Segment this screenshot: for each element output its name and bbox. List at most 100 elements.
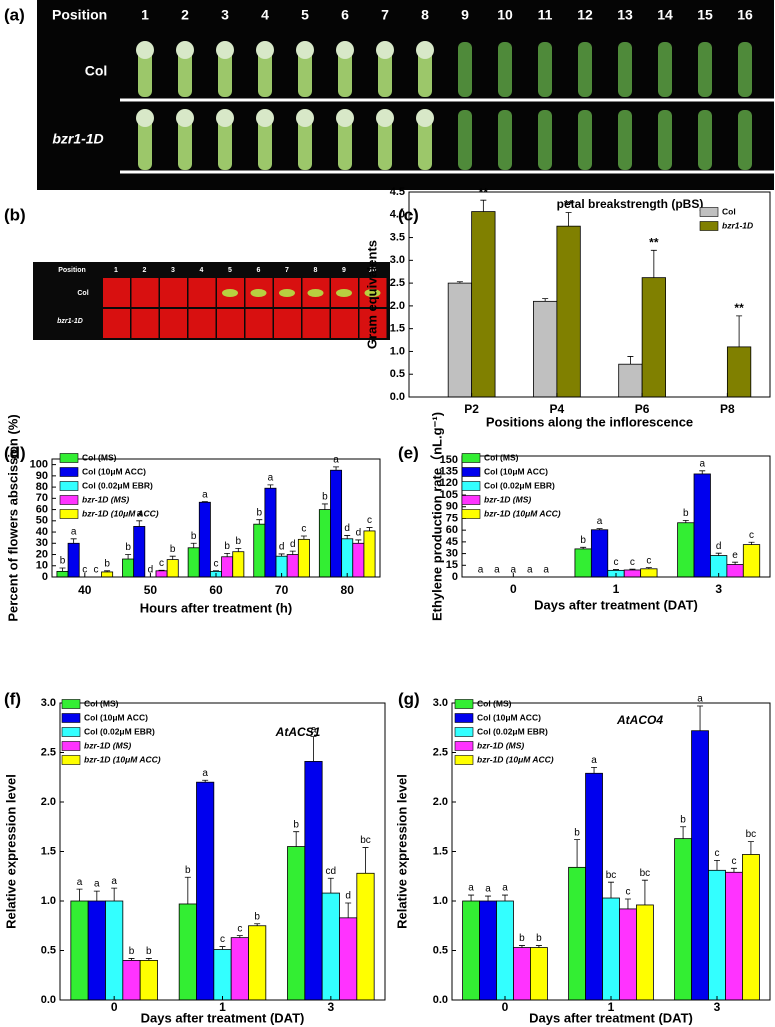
y-tick-label: 2.0 bbox=[433, 796, 448, 808]
row-label: bzr1-1D bbox=[57, 318, 83, 325]
legend-swatch bbox=[61, 755, 81, 765]
error-bar bbox=[278, 553, 285, 557]
legend-label: Col (0.02μM EBR) bbox=[84, 726, 155, 736]
error-bar bbox=[111, 887, 118, 901]
error-bar bbox=[321, 503, 328, 510]
significance-letter: b bbox=[683, 508, 689, 519]
photo-tile bbox=[131, 278, 159, 307]
legend-swatch bbox=[461, 467, 481, 477]
legend-label: bzr-1D (MS) bbox=[477, 740, 524, 750]
bar bbox=[619, 908, 637, 1001]
significance-letter: b bbox=[60, 556, 66, 567]
y-axis-label: Relative expression level bbox=[394, 774, 409, 929]
significance-letter: a bbox=[502, 883, 508, 894]
chart-title: AtACO4 bbox=[616, 713, 663, 727]
flower-petal bbox=[336, 41, 354, 59]
error-bar bbox=[93, 890, 100, 901]
bar bbox=[530, 947, 548, 1001]
abscission-zone bbox=[307, 289, 324, 297]
bar bbox=[105, 900, 124, 1001]
error-bar bbox=[613, 569, 619, 571]
bar bbox=[133, 526, 146, 578]
flower-petal bbox=[176, 109, 194, 127]
flower-photo bbox=[578, 42, 592, 97]
error-bar bbox=[580, 546, 587, 549]
position-label: 1 bbox=[141, 7, 149, 23]
legend-label: Col (0.02μM EBR) bbox=[477, 726, 548, 736]
x-tick-label: 50 bbox=[144, 583, 158, 597]
bar bbox=[726, 346, 752, 398]
position-label: 1 bbox=[114, 267, 118, 274]
significance-letter: a bbox=[111, 876, 117, 887]
y-tick-label: 1.0 bbox=[41, 895, 56, 907]
legend-swatch bbox=[59, 509, 79, 519]
y-tick-label: 70 bbox=[36, 492, 48, 504]
x-tick-label: 60 bbox=[209, 583, 223, 597]
bar bbox=[590, 529, 609, 578]
y-axis-label: Relative expression level bbox=[3, 774, 18, 929]
x-axis-label: Hours after treatment (h) bbox=[140, 600, 292, 615]
error-bar bbox=[574, 839, 581, 868]
legend-label: bzr-1D (10μM ACC) bbox=[84, 754, 161, 764]
position-label: 10 bbox=[369, 267, 377, 274]
legend-swatch bbox=[699, 221, 719, 231]
error-bar bbox=[310, 736, 317, 762]
y-tick-label: 2.5 bbox=[41, 746, 56, 758]
error-bar bbox=[344, 535, 351, 539]
bar bbox=[363, 530, 376, 578]
bar bbox=[318, 509, 331, 578]
photo-tile bbox=[331, 309, 358, 338]
error-bar bbox=[485, 895, 492, 901]
significance-letter: a bbox=[77, 877, 83, 888]
error-bar bbox=[213, 570, 219, 572]
bar bbox=[447, 282, 473, 398]
position-label: 7 bbox=[381, 7, 389, 23]
panel-label: (e) bbox=[398, 443, 419, 462]
y-tick-label: 15 bbox=[446, 559, 458, 571]
flower-photo bbox=[498, 110, 512, 170]
legend-label: bzr-1D (10μM ACC) bbox=[82, 508, 159, 518]
significance-letter: a bbox=[71, 526, 77, 537]
y-tick-label: 2.0 bbox=[390, 300, 405, 312]
photo-a-background bbox=[37, 0, 774, 190]
error-bar bbox=[502, 894, 508, 901]
bar bbox=[122, 960, 141, 1001]
y-axis-label: Ethylene production rate（nL.g⁻¹) bbox=[429, 412, 444, 621]
flower-photo bbox=[498, 42, 512, 97]
legend-label: bzr-1D (MS) bbox=[484, 494, 531, 504]
error-bar bbox=[697, 705, 704, 731]
bar bbox=[178, 903, 197, 1001]
bar bbox=[462, 900, 480, 1001]
position-label: 2 bbox=[143, 267, 147, 274]
legend-label: bzr-1D (10μM ACC) bbox=[477, 754, 554, 764]
photo-tile bbox=[103, 309, 130, 338]
flower-photo bbox=[658, 110, 672, 170]
significance-letter: a bbox=[485, 884, 491, 895]
bar bbox=[356, 872, 375, 1001]
significance-letter: b bbox=[293, 819, 299, 830]
error-bar bbox=[730, 867, 737, 873]
y-tick-label: 2.0 bbox=[41, 796, 56, 808]
error-bar bbox=[596, 528, 603, 530]
error-bar bbox=[627, 356, 634, 365]
x-tick-label: 0 bbox=[111, 1000, 118, 1014]
position-label: 8 bbox=[421, 7, 429, 23]
legend-swatch bbox=[461, 509, 481, 519]
bar bbox=[155, 570, 168, 578]
chart-title: petal breakstrength (pBS) bbox=[557, 197, 704, 211]
flower-petal bbox=[136, 109, 154, 127]
significance-letter: b bbox=[185, 865, 191, 876]
error-bar bbox=[70, 538, 77, 544]
legend-label: Col (MS) bbox=[82, 452, 117, 462]
y-tick-label: 4.0 bbox=[390, 209, 405, 221]
flower-petal bbox=[216, 109, 234, 127]
error-bar bbox=[104, 570, 111, 572]
error-bar bbox=[128, 958, 135, 961]
y-tick-label: 105 bbox=[440, 489, 458, 501]
bar bbox=[640, 568, 658, 578]
chart-title: AtACS1 bbox=[275, 725, 321, 739]
significance-letter: b bbox=[257, 507, 263, 518]
bar bbox=[641, 277, 666, 398]
flower-petal bbox=[416, 41, 434, 59]
position-label: 12 bbox=[577, 7, 593, 23]
